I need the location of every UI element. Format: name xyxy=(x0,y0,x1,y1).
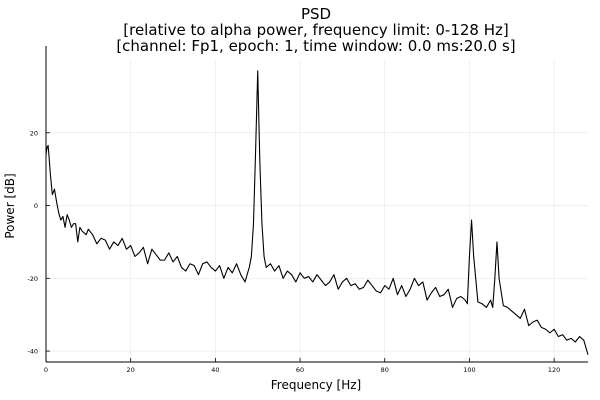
y-tick-label: 20 xyxy=(30,129,38,137)
x-axis-label: Frequency [Hz] xyxy=(271,378,362,392)
x-tick-label: 100 xyxy=(463,366,475,374)
series xyxy=(45,70,589,355)
chart-subtitle-2: [channel: Fp1, epoch: 1, time window: 0.… xyxy=(116,37,515,55)
grid xyxy=(45,60,588,362)
x-tick-label: 120 xyxy=(548,366,560,374)
x-tick-label: 80 xyxy=(381,366,389,374)
x-tick-label: 0 xyxy=(44,366,48,374)
chart-title: PSD xyxy=(301,5,331,23)
y-tick-label: 0 xyxy=(34,202,38,210)
axes xyxy=(45,46,588,363)
x-tick-label: 40 xyxy=(211,366,219,374)
y-tick-label: -20 xyxy=(27,275,38,283)
x-tick-label: 60 xyxy=(296,366,304,374)
tick-labels: 0 20 40 60 80 100 120 -40 -20 0 20 xyxy=(27,129,560,374)
psd-series-line xyxy=(45,70,589,355)
y-tick-label: -40 xyxy=(27,348,38,356)
x-tick-label: 20 xyxy=(127,366,135,374)
chart-subtitle-1: [relative to alpha power, frequency limi… xyxy=(123,21,508,39)
y-axis-label: Power [dB] xyxy=(3,173,17,238)
